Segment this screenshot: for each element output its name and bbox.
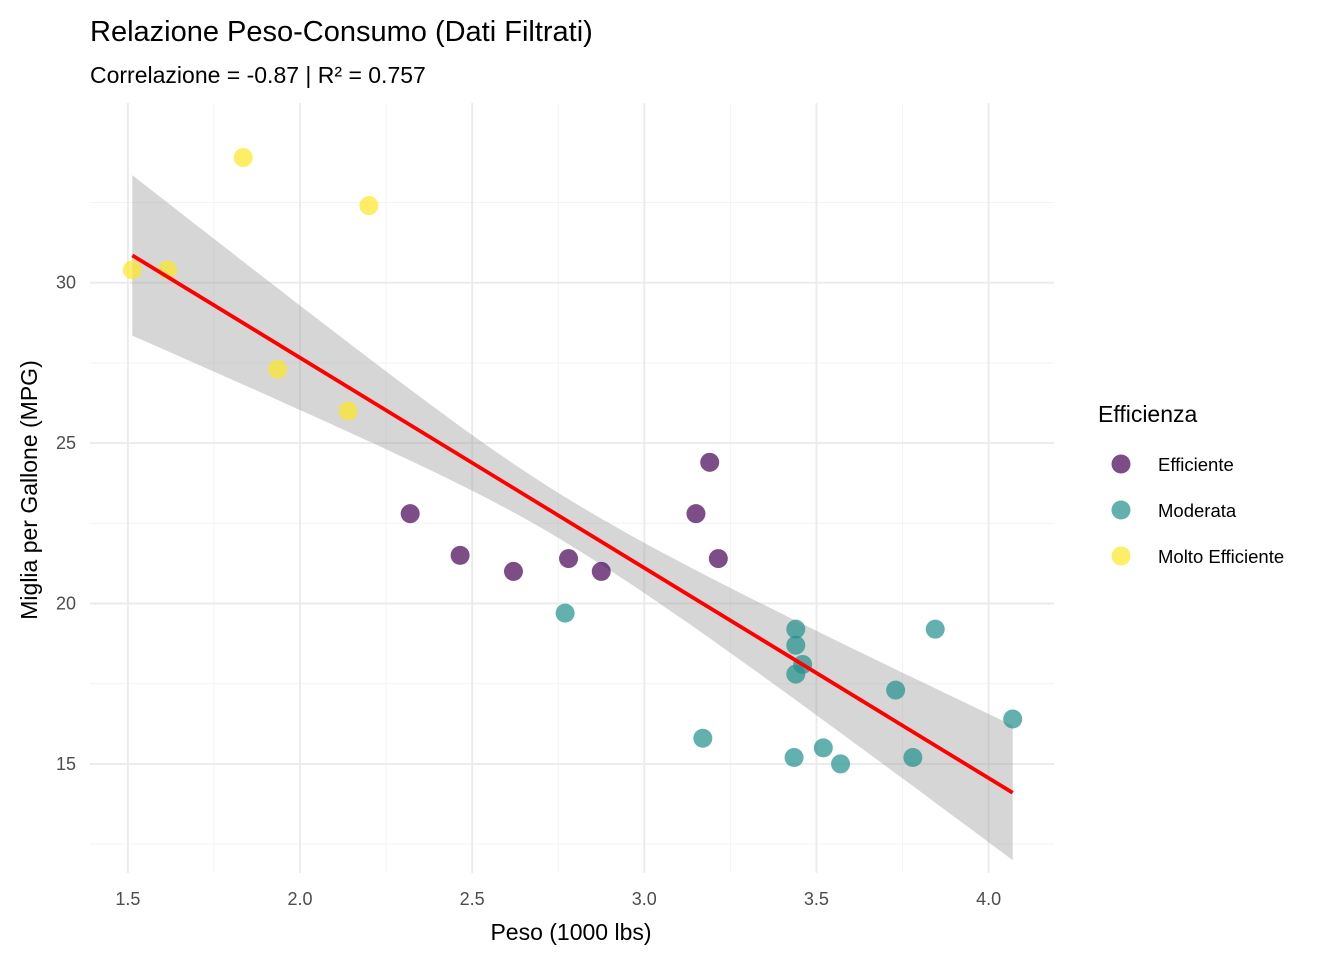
data-point <box>233 148 253 168</box>
data-point <box>591 561 611 581</box>
data-point <box>708 549 728 569</box>
regression-line <box>131 253 1014 795</box>
data-point <box>831 754 851 774</box>
data-point <box>338 401 358 421</box>
data-point <box>784 748 804 767</box>
data-point <box>503 561 523 581</box>
x-tick-label: 3.5 <box>804 889 829 909</box>
data-point <box>693 728 713 748</box>
data-point <box>925 619 945 639</box>
confidence-ribbon <box>132 175 1013 861</box>
x-tick-label: 2.0 <box>287 889 312 909</box>
legend-key <box>1111 546 1131 566</box>
x-tick-label: 2.5 <box>460 889 485 909</box>
legend-label: Moderata <box>1158 500 1237 521</box>
x-tick-label: 4.0 <box>976 889 1001 909</box>
legend-key <box>1111 500 1131 520</box>
confidence-band <box>132 175 1013 861</box>
data-point <box>450 545 470 565</box>
y-tick-label: 25 <box>56 433 76 453</box>
regression-line-group <box>131 253 1014 795</box>
legend: Efficienza Efficiente Moderata Molto Effic… <box>1098 401 1284 567</box>
data-point <box>359 196 379 216</box>
data-point <box>400 504 420 524</box>
data-point <box>786 635 806 655</box>
data-point <box>1003 709 1023 729</box>
grid <box>90 103 1054 873</box>
data-point <box>268 359 288 379</box>
axis-ticks: 1.5 2.0 2.5 3.0 3.5 4.0 15 20 25 30 <box>56 273 1001 909</box>
data-point <box>686 504 706 524</box>
data-point <box>700 452 720 472</box>
x-axis-title: Peso (1000 lbs) <box>490 919 651 945</box>
data-point <box>886 680 906 700</box>
legend-key <box>1111 454 1131 474</box>
legend-items: Efficiente Moderata Molto Efficiente <box>1111 454 1284 567</box>
x-tick-label: 3.0 <box>632 889 657 909</box>
data-point <box>122 260 142 280</box>
data-point <box>903 748 923 767</box>
chart-subtitle: Correlazione = -0.87 | R² = 0.757 <box>90 62 426 88</box>
legend-title: Efficienza <box>1098 401 1198 427</box>
y-tick-label: 15 <box>56 754 76 774</box>
data-point <box>559 549 579 569</box>
data-point <box>786 619 806 639</box>
x-tick-label: 1.5 <box>115 889 140 909</box>
y-tick-label: 20 <box>56 594 76 614</box>
data-point <box>555 603 575 623</box>
legend-label: Molto Efficiente <box>1158 546 1284 567</box>
chart-title: Relazione Peso-Consumo (Dati Filtrati) <box>90 16 593 48</box>
y-tick-label: 30 <box>56 273 76 293</box>
data-point <box>813 738 833 758</box>
y-axis-title: Miglia per Gallone (MPG) <box>16 360 42 619</box>
legend-label: Efficiente <box>1158 454 1234 475</box>
